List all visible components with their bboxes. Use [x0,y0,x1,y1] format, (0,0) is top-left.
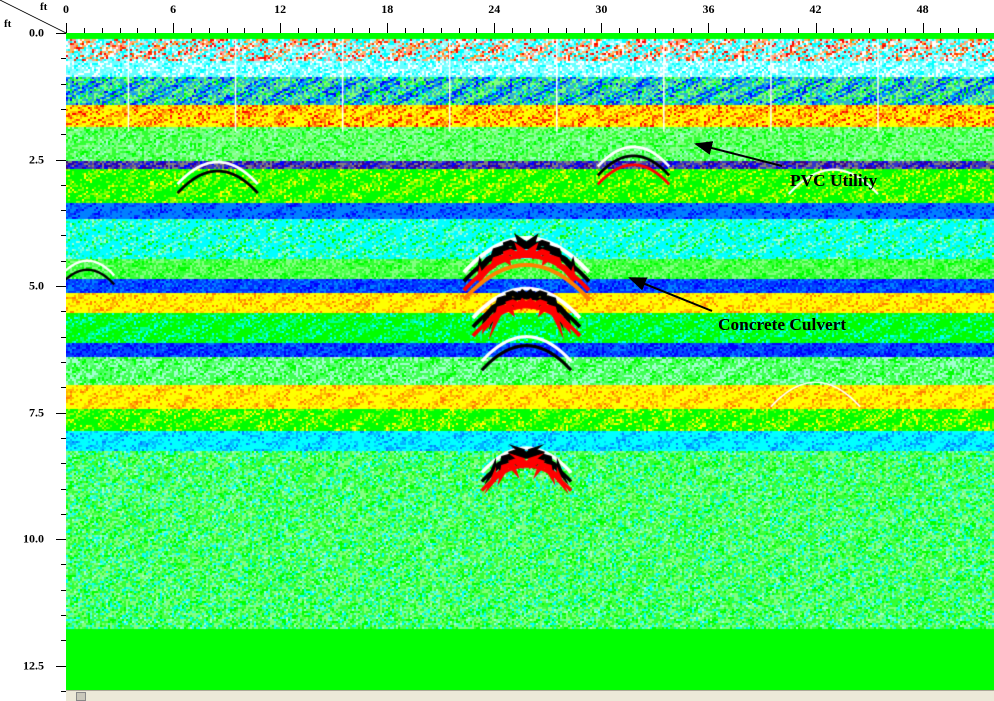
horizontal-scrollbar[interactable] [66,690,994,701]
x-tick-label: 36 [702,2,714,17]
x-tick-label: 42 [810,2,822,17]
y-axis: 0.02.55.07.510.012.5 [0,33,67,691]
x-tick-major [601,23,602,33]
x-tick-label: 48 [917,2,929,17]
y-tick-label: 10.0 [23,532,44,547]
x-tick-label: 18 [381,2,393,17]
x-tick-label: 6 [170,2,176,17]
x-tick-label: 0 [63,2,69,17]
x-axis: 0 6 12 18 24 30 36 42 48 [66,0,994,34]
radargram-plot [66,33,994,691]
x-tick-major [816,23,817,33]
x-tick-major [173,23,174,33]
y-unit-label: ft [4,18,11,30]
x-tick-major [66,23,67,33]
x-tick-label: 30 [595,2,607,17]
scrollbar-thumb[interactable] [76,692,86,701]
y-tick-major [56,286,66,287]
x-tick-major [923,23,924,33]
y-tick-major [56,413,66,414]
x-tick-label: 24 [488,2,500,17]
y-tick-label: 12.5 [23,658,44,673]
x-tick-major [708,23,709,33]
y-tick-major [56,160,66,161]
y-tick-major [56,666,66,667]
y-tick-label: 7.5 [29,405,44,420]
y-tick-label: 5.0 [29,279,44,294]
y-tick-major [56,539,66,540]
radargram-window: ft ft 0 6 12 18 24 30 36 42 48 0.0 2.5 5.0 7.5 10.0 1… [0,0,994,701]
x-tick-major [280,23,281,33]
x-tick-major [494,23,495,33]
y-tick-label: 2.5 [29,152,44,167]
y-tick-major [56,33,66,34]
x-unit-label: ft [40,1,47,13]
x-tick-major [387,23,388,33]
radargram-canvas [66,33,994,691]
y-tick-label: 0.0 [29,26,44,41]
x-tick-label: 12 [274,2,286,17]
